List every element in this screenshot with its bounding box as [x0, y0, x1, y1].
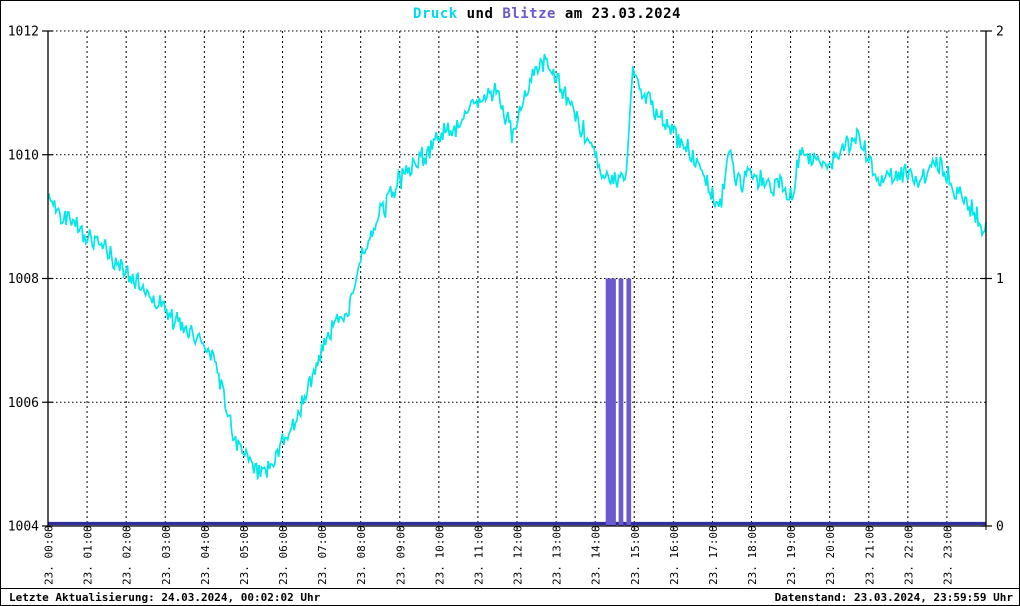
x-axis-tick-label: 23. 09:00	[394, 525, 407, 585]
x-axis-tick-label: 23. 00:00	[43, 525, 56, 585]
title-series-blitze: Blitze	[502, 6, 556, 22]
pressure-line	[47, 53, 987, 480]
x-axis-tick-label: 23. 23:00	[941, 525, 954, 585]
x-axis-tick-label: 23. 19:00	[785, 525, 798, 585]
left-axis-tick-label: 1004	[8, 520, 39, 535]
x-axis-tick-label: 23. 10:00	[433, 525, 446, 585]
left-axis-tick-label: 1006	[8, 396, 39, 411]
right-axis-tick-label: 2	[996, 25, 1004, 40]
x-axis-tick-label: 23. 14:00	[590, 525, 603, 585]
x-axis-tick-label: 23. 22:00	[902, 525, 915, 585]
right-axis-tick-label: 0	[996, 520, 1004, 535]
left-axis-tick-label: 1010	[8, 148, 39, 163]
x-axis-tick-label: 23. 13:00	[551, 525, 564, 585]
x-axis-tick-label: 23. 11:00	[472, 525, 485, 585]
title-date: am 23.03.2024	[555, 6, 681, 22]
x-axis-tick-label: 23. 07:00	[316, 525, 329, 585]
x-axis-tick-label: 23. 06:00	[277, 525, 290, 585]
x-axis-tick-label: 23. 17:00	[707, 525, 720, 585]
x-axis-tick-label: 23. 21:00	[863, 525, 876, 585]
x-axis-tick-label: 23. 20:00	[824, 525, 837, 585]
title-series-druck: Druck	[413, 6, 458, 22]
left-axis-tick-label: 1008	[8, 272, 39, 287]
x-axis-tick-label: 23. 02:00	[121, 525, 134, 585]
last-update-text: Letzte Aktualisierung: 24.03.2024, 00:02…	[9, 591, 321, 604]
left-axis-tick-label: 1012	[8, 25, 39, 40]
chart-title: Druck und Blitze am 23.03.2024	[78, 6, 1016, 22]
x-axis-tick-label: 23. 01:00	[82, 525, 95, 585]
x-axis-tick-label: 23. 05:00	[238, 525, 251, 585]
x-axis-tick-label: 23. 03:00	[160, 525, 173, 585]
x-axis-tick-label: 23. 15:00	[629, 525, 642, 585]
x-axis-tick-label: 23. 04:00	[199, 525, 212, 585]
x-axis-tick-label: 23. 18:00	[746, 525, 759, 585]
right-axis-tick-label: 1	[996, 272, 1004, 287]
data-state-text: Datenstand: 23.03.2024, 23:59:59 Uhr	[774, 591, 1013, 604]
x-axis-tick-label: 23. 16:00	[668, 525, 681, 585]
lightning-bar	[605, 278, 616, 526]
lightning-bar	[626, 278, 632, 526]
title-word-und: und	[457, 6, 503, 22]
x-axis-tick-label: 23. 12:00	[512, 525, 525, 585]
lightning-bar	[618, 278, 624, 526]
x-axis-tick-label: 23. 08:00	[355, 525, 368, 585]
